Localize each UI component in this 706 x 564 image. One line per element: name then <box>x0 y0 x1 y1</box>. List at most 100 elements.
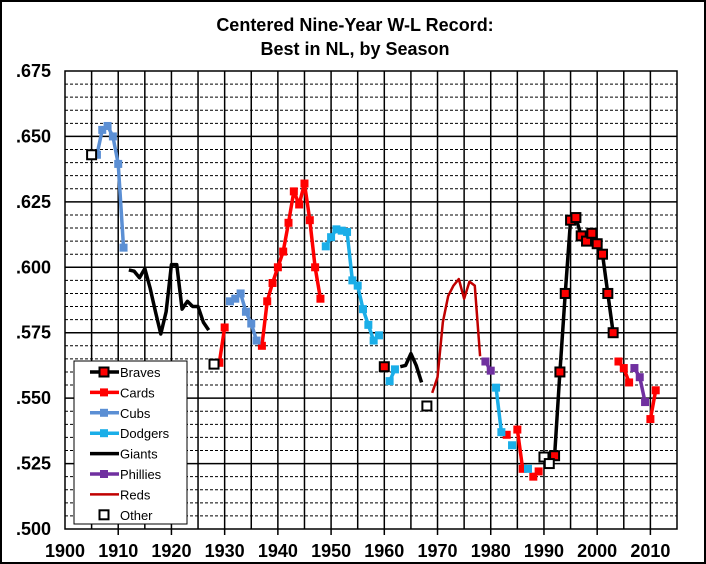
legend-swatch-marker <box>98 509 110 521</box>
legend-label: Cards <box>120 385 155 400</box>
data-point-other <box>421 400 433 412</box>
x-tick-label: 1990 <box>524 541 564 561</box>
data-point-dodgers <box>390 365 399 374</box>
data-point-dodgers <box>492 383 501 392</box>
data-point-dodgers <box>385 377 394 386</box>
data-point-cubs <box>252 336 261 345</box>
data-point-cards <box>289 187 298 196</box>
x-tick-label: 1920 <box>151 541 191 561</box>
data-point-cards <box>651 386 660 395</box>
data-point-cards <box>295 200 304 209</box>
y-tick-label: .525 <box>16 454 51 474</box>
legend-box <box>73 360 188 525</box>
y-tick-label: .500 <box>16 519 51 539</box>
data-point-dodgers <box>353 281 362 290</box>
series-giants <box>128 262 424 383</box>
data-point-phillies <box>481 357 490 366</box>
data-point-other <box>208 358 220 370</box>
legend-label: Dodgers <box>120 426 170 441</box>
x-tick-label: 1960 <box>364 541 404 561</box>
data-point-braves <box>378 361 390 373</box>
series-line-giants <box>128 262 211 336</box>
data-point-dodgers <box>343 227 352 236</box>
data-point-cards <box>534 467 543 476</box>
data-point-cards <box>311 263 320 272</box>
legend-item-phillies: Phillies <box>90 467 162 482</box>
data-point-dodgers <box>523 464 532 473</box>
data-point-cards <box>273 263 282 272</box>
data-point-cards <box>279 247 288 256</box>
legend-label: Reds <box>120 487 151 502</box>
legend-item-other: Other <box>98 508 153 523</box>
y-tick-label: .650 <box>16 126 51 146</box>
data-point-phillies <box>486 366 495 375</box>
x-tick-label: 1900 <box>45 541 85 561</box>
legend-item-reds: Reds <box>90 487 151 502</box>
series-reds <box>431 277 482 394</box>
x-tick-label: 1980 <box>471 541 511 561</box>
series-layer <box>86 121 660 481</box>
legend-label: Phillies <box>120 467 162 482</box>
data-point-braves <box>591 238 603 250</box>
data-point-phillies <box>641 398 650 407</box>
series-braves <box>378 212 619 462</box>
series-phillies <box>481 357 650 407</box>
series-line-cards <box>217 327 227 364</box>
data-point-cubs <box>108 132 117 141</box>
data-point-cards <box>502 430 511 439</box>
data-point-cards <box>220 323 229 332</box>
data-point-dodgers <box>508 441 517 450</box>
legend-label: Braves <box>120 365 161 380</box>
data-point-phillies <box>635 373 644 382</box>
data-point-dodgers <box>332 225 341 234</box>
data-point-cubs <box>241 307 250 316</box>
data-point-dodgers <box>348 276 357 285</box>
data-point-cards <box>300 179 309 188</box>
x-tick-label: 1940 <box>258 541 298 561</box>
series-line-reds <box>431 277 482 394</box>
data-point-other <box>86 149 98 161</box>
data-point-cubs <box>247 319 256 328</box>
data-point-cards <box>513 425 522 434</box>
x-tick-label: 1950 <box>311 541 351 561</box>
data-point-cards <box>257 341 266 350</box>
x-tick-label: 2000 <box>577 541 617 561</box>
legend-label: Cubs <box>120 406 151 421</box>
series-line-cubs <box>95 124 126 248</box>
legend-swatch-marker <box>98 366 110 378</box>
data-point-braves <box>559 287 571 299</box>
data-point-cards <box>529 472 538 481</box>
data-point-cubs <box>98 125 107 134</box>
data-point-dodgers <box>497 428 506 437</box>
data-point-cards <box>284 218 293 227</box>
data-point-cards <box>646 415 655 424</box>
legend-item-giants: Giants <box>90 447 158 462</box>
data-point-cards <box>305 216 314 225</box>
chart-title-line-1: Centered Nine-Year W-L Record: <box>216 15 493 35</box>
data-point-braves <box>586 227 598 239</box>
series-other <box>86 149 555 470</box>
legend-item-cubs: Cubs <box>90 406 151 421</box>
data-point-cubs <box>114 159 123 168</box>
series-line-giants <box>399 351 424 383</box>
legend-swatch-marker <box>100 470 108 478</box>
data-point-cards <box>316 294 325 303</box>
data-point-dodgers <box>321 242 330 251</box>
data-point-cards <box>625 378 634 387</box>
legend-label: Other <box>120 508 153 523</box>
y-tick-label: .600 <box>16 257 51 277</box>
y-tick-label: .625 <box>16 192 51 212</box>
x-tick-label: 1930 <box>205 541 245 561</box>
legend-swatch-marker <box>100 429 108 438</box>
data-point-dodgers <box>337 226 346 235</box>
data-point-cards <box>619 364 628 373</box>
legend-item-braves: Braves <box>90 365 161 380</box>
x-tick-label: 1910 <box>98 541 138 561</box>
legend-item-cards: Cards <box>90 385 155 400</box>
y-tick-label: .550 <box>16 388 51 408</box>
data-point-other <box>543 458 555 470</box>
y-tick-label: .675 <box>16 61 51 81</box>
data-point-dodgers <box>359 305 368 314</box>
